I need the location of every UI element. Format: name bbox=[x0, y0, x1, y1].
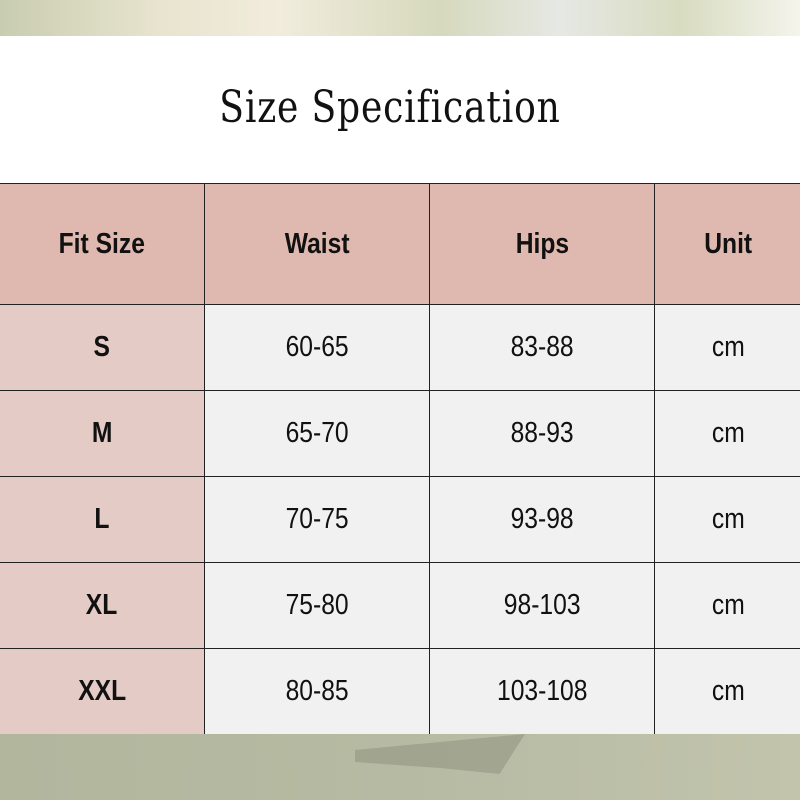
size-cell: L bbox=[0, 476, 205, 563]
table-header-row: Fit Size Waist Hips Unit bbox=[0, 183, 800, 305]
page-title: Size Specification bbox=[219, 82, 561, 133]
waist-cell: 80-85 bbox=[204, 648, 430, 735]
decorative-photo-top bbox=[0, 0, 800, 36]
header-unit: Unit bbox=[654, 183, 800, 305]
size-cell: M bbox=[0, 390, 205, 477]
waist-cell: 70-75 bbox=[204, 476, 430, 563]
table-row: L 70-75 93-98 cm bbox=[0, 476, 800, 563]
hips-cell: 88-93 bbox=[429, 390, 655, 477]
hips-cell: 93-98 bbox=[429, 476, 655, 563]
unit-cell: cm bbox=[654, 476, 800, 563]
table-row: XL 75-80 98-103 cm bbox=[0, 562, 800, 649]
hips-cell: 83-88 bbox=[429, 304, 655, 391]
header-waist: Waist bbox=[204, 183, 430, 305]
header-hips: Hips bbox=[429, 183, 655, 305]
unit-cell: cm bbox=[654, 390, 800, 477]
waist-cell: 75-80 bbox=[204, 562, 430, 649]
hips-cell: 98-103 bbox=[429, 562, 655, 649]
size-cell: S bbox=[0, 304, 205, 391]
table-row: M 65-70 88-93 cm bbox=[0, 390, 800, 477]
hips-cell: 103-108 bbox=[429, 648, 655, 735]
unit-cell: cm bbox=[654, 648, 800, 735]
unit-cell: cm bbox=[654, 562, 800, 649]
unit-cell: cm bbox=[654, 304, 800, 391]
decorative-photo-bottom bbox=[0, 734, 800, 800]
table-row: XXL 80-85 103-108 cm bbox=[0, 648, 800, 735]
waist-cell: 65-70 bbox=[204, 390, 430, 477]
size-table: Fit Size Waist Hips Unit S 60-65 83-88 c… bbox=[0, 183, 800, 735]
size-cell: XL bbox=[0, 562, 205, 649]
size-cell: XXL bbox=[0, 648, 205, 735]
table-row: S 60-65 83-88 cm bbox=[0, 304, 800, 391]
header-fit-size: Fit Size bbox=[0, 183, 205, 305]
waist-cell: 60-65 bbox=[204, 304, 430, 391]
